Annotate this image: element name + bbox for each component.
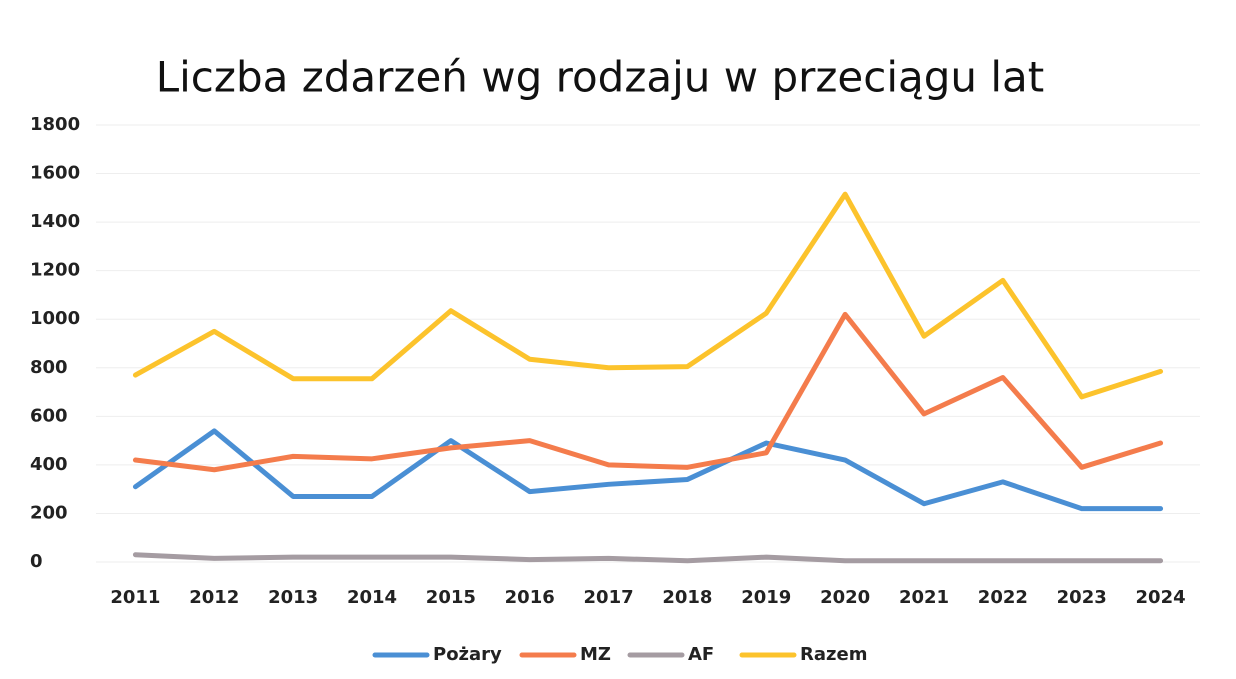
x-tick-label: 2016 — [505, 587, 555, 608]
series-line — [132, 191, 1164, 400]
x-tick-label: 2024 — [1136, 587, 1186, 608]
x-tick-label: 2011 — [110, 587, 160, 608]
y-tick-label: 600 — [30, 405, 68, 426]
x-tick-label: 2021 — [899, 587, 949, 608]
y-tick-label: 1200 — [30, 260, 80, 281]
y-tick-label: 1400 — [30, 211, 80, 232]
x-tick-label: 2015 — [426, 587, 476, 608]
series-line — [132, 552, 1164, 564]
series-line — [132, 311, 1164, 473]
chart-title: Liczba zdarzeń wg rodzaju w przeciągu la… — [156, 53, 1045, 102]
x-tick-label: 2019 — [741, 587, 791, 608]
x-tick-label: 2023 — [1057, 587, 1107, 608]
x-tick-label: 2013 — [268, 587, 318, 608]
y-tick-label: 1800 — [30, 114, 80, 135]
x-tick-label: 2020 — [820, 587, 870, 608]
legend-label: Razem — [800, 644, 867, 665]
x-tick-label: 2012 — [189, 587, 239, 608]
x-tick-label: 2017 — [584, 587, 634, 608]
y-tick-label: 1600 — [30, 163, 80, 184]
y-tick-label: 400 — [30, 454, 68, 475]
y-tick-label: 1000 — [30, 308, 80, 329]
x-tick-label: 2022 — [978, 587, 1028, 608]
x-tick-label: 2018 — [662, 587, 712, 608]
legend-label: Pożary — [433, 644, 502, 665]
legend-label: MZ — [580, 644, 611, 665]
legend-label: AF — [688, 644, 714, 665]
y-tick-label: 200 — [30, 502, 68, 523]
y-tick-label: 800 — [30, 357, 68, 378]
y-tick-label: 0 — [30, 551, 43, 572]
x-tick-label: 2014 — [347, 587, 397, 608]
series-line — [132, 428, 1164, 512]
